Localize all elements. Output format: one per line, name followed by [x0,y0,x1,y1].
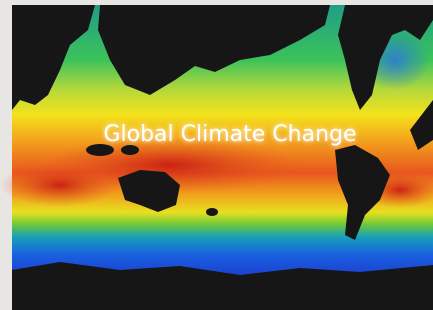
sst-map-photo: Global Climate Change [0,0,433,310]
page: Global Climate Change (() => { const dat… [0,0,433,310]
warm-pool [0,163,120,207]
overlay-title: Global Climate Change [103,122,356,147]
